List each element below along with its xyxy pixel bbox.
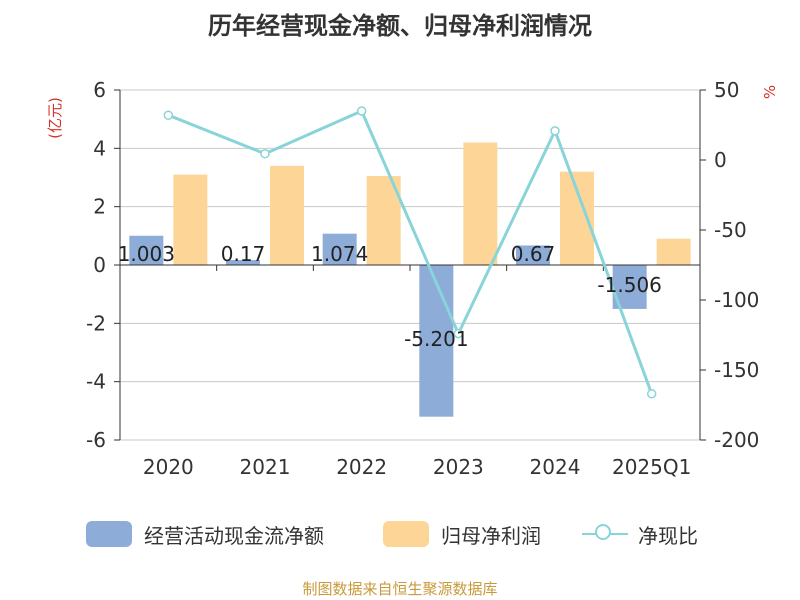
point-ratio — [356, 106, 367, 116]
y-left-tick-label: 2 — [93, 195, 106, 219]
bar-cashflow — [516, 245, 550, 265]
chart-svg: 6 4 2 0 -2 -4 -6 50 0 -50 -100 -150 -200 2020 2021 2022… — [46, 78, 779, 479]
axis-layer: 6 4 2 0 -2 -4 -6 50 0 -50 -100 -150 -200 2020 2021 2022… — [86, 78, 759, 479]
legend: 经营活动现金流净额 归母净利润 净现比 — [0, 516, 800, 552]
x-tick-label: 2024 — [530, 455, 581, 479]
y-right-axis-label: % — [761, 85, 779, 99]
bar-cashflow — [129, 235, 164, 265]
x-tick-label: 2020 — [143, 455, 194, 479]
y-left-tick-label: -4 — [86, 370, 106, 394]
bar-netprofit — [463, 142, 498, 265]
y-right-tick-label: -100 — [714, 288, 759, 312]
point-ratio — [260, 148, 270, 159]
x-tick-label: 2021 — [240, 455, 291, 479]
y-left-tick-label: -6 — [86, 428, 106, 452]
chart-title: 历年经营现金净额、归母净利润情况 — [208, 12, 592, 40]
point-ratio — [453, 328, 464, 339]
legend-line-ratio — [582, 521, 628, 547]
y-left-axis-label: (亿元) — [46, 97, 64, 139]
data-label-cashflow: 1.003 — [118, 242, 175, 266]
point-ratio — [163, 110, 174, 120]
x-tick-label: 2025Q1 — [612, 455, 691, 479]
y-left-tick-label: 0 — [93, 253, 106, 277]
data-label-cashflow: 0.17 — [221, 242, 266, 266]
point-ratio — [550, 126, 560, 136]
data-label-cashflow: 0.67 — [511, 242, 556, 266]
y-right-tick-label: 0 — [714, 148, 727, 172]
legend-swatch-netprofit — [383, 521, 429, 547]
line-layer — [163, 106, 657, 399]
y-right-tick-label: -50 — [714, 218, 747, 242]
legend-item-netprofit: 归母净利润 — [383, 516, 541, 552]
data-label-cashflow: -1.506 — [597, 273, 661, 297]
legend-label-ratio: 净现比 — [638, 523, 698, 548]
bar-cashflow — [226, 260, 260, 265]
bar-netprofit — [656, 238, 691, 265]
legend-swatch-cashflow — [86, 521, 132, 547]
label-layer: 1.003 0.17 1.074 -5.201 0.67 -1.506 — [118, 242, 662, 351]
bar-netprofit — [173, 174, 208, 265]
y-left-tick-label: 6 — [93, 78, 106, 102]
data-label-cashflow: 1.074 — [311, 242, 368, 266]
bar-netprofit — [560, 171, 594, 265]
x-tick-label: 2023 — [433, 455, 484, 479]
x-tick-label: 2022 — [336, 455, 387, 479]
bar-layer — [129, 142, 691, 417]
legend-label-cashflow: 经营活动现金流净额 — [144, 523, 324, 548]
y-left-tick-label: -2 — [86, 311, 106, 335]
data-label-cashflow: -5.201 — [404, 327, 468, 351]
y-left-tick-label: 4 — [93, 136, 106, 160]
bar-cashflow — [419, 265, 454, 417]
y-right-tick-label: 50 — [714, 78, 739, 102]
source-note: 制图数据来自恒生聚源数据库 — [302, 580, 498, 598]
legend-item-cashflow: 经营活动现金流净额 — [86, 516, 324, 552]
y-right-tick-label: -200 — [714, 428, 759, 452]
legend-label-netprofit: 归母净利润 — [441, 523, 541, 548]
series-line-ratio — [167, 109, 654, 395]
bar-netprofit — [270, 165, 304, 265]
point-ratio — [646, 389, 657, 399]
legend-item-ratio: 净现比 — [582, 516, 698, 552]
bar-cashflow — [322, 233, 357, 265]
y-right-tick-label: -150 — [714, 358, 759, 382]
